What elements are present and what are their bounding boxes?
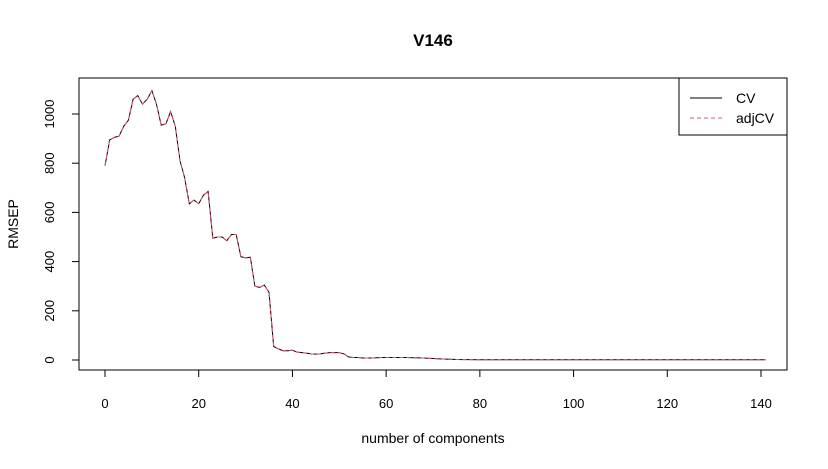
x-axis: 0 20 40 60 80 100 120 140 bbox=[101, 369, 772, 411]
legend-adjcv-label: adjCV bbox=[736, 110, 775, 126]
x-tick-label: 60 bbox=[379, 396, 393, 411]
series-line-adjcv bbox=[104, 89, 766, 361]
legend: CV adjCV bbox=[678, 77, 788, 136]
series-line-cv bbox=[104, 89, 766, 361]
y-tick-label: 600 bbox=[42, 202, 57, 224]
y-tick-label: 400 bbox=[42, 251, 57, 273]
x-tick-label: 40 bbox=[285, 396, 299, 411]
x-tick-label: 0 bbox=[101, 396, 108, 411]
x-axis-label: number of components bbox=[361, 430, 504, 446]
chart-title: V146 bbox=[413, 31, 453, 50]
y-tick-label: 800 bbox=[42, 152, 57, 174]
y-tick-label: 1000 bbox=[42, 100, 57, 129]
series-layer bbox=[104, 89, 766, 361]
legend-box bbox=[678, 77, 788, 136]
y-axis-label: RMSEP bbox=[5, 199, 21, 249]
y-tick-label: 0 bbox=[42, 356, 57, 363]
x-tick-label: 140 bbox=[750, 396, 772, 411]
x-tick-label: 80 bbox=[473, 396, 487, 411]
x-tick-label: 20 bbox=[191, 396, 205, 411]
x-tick-label: 120 bbox=[656, 396, 678, 411]
legend-cv-label: CV bbox=[736, 90, 756, 106]
y-tick-label: 200 bbox=[42, 300, 57, 322]
x-tick-label: 100 bbox=[563, 396, 585, 411]
y-axis: 0 200 400 600 800 1000 bbox=[42, 100, 80, 364]
